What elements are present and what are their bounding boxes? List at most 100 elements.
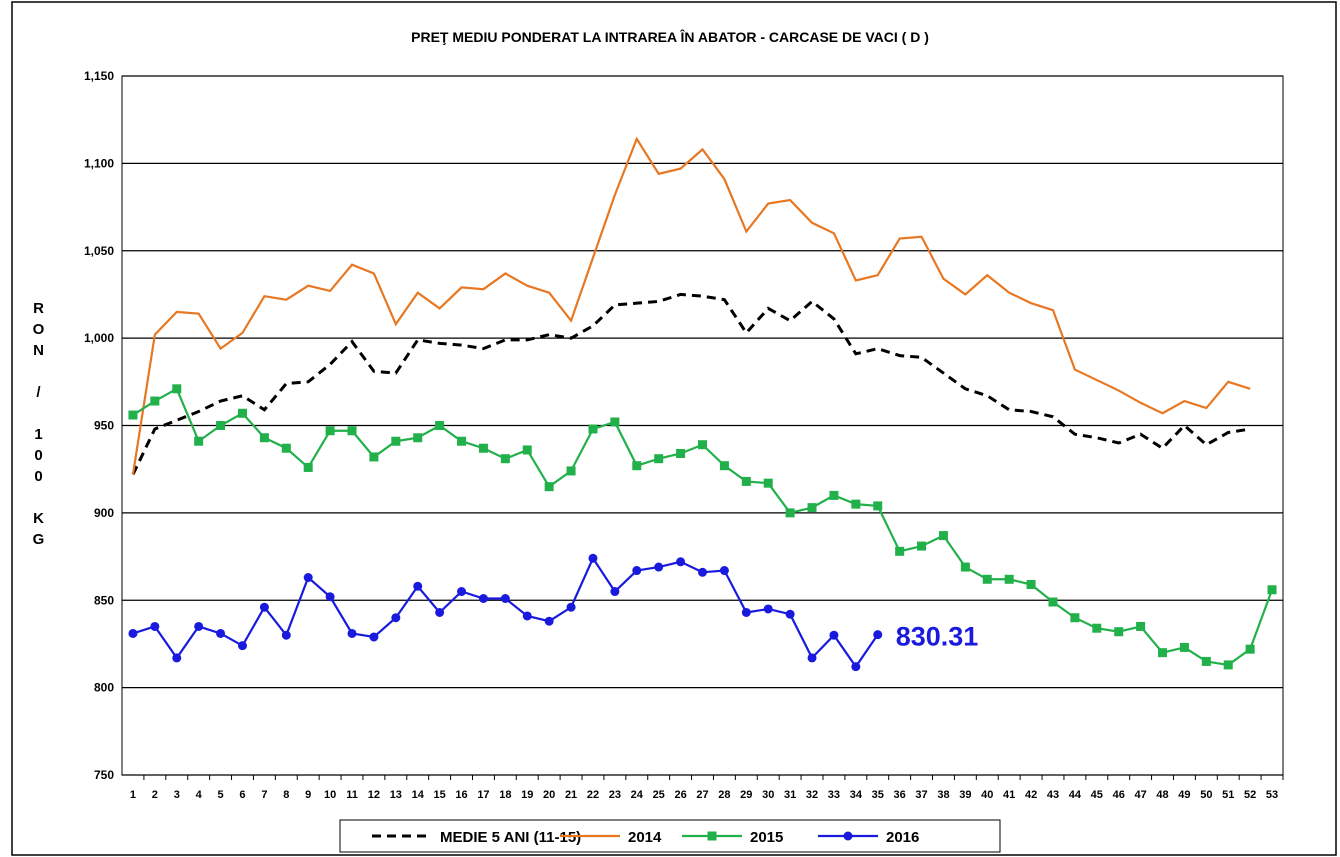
marker — [719, 566, 729, 576]
x-tick-label: 45 — [1091, 789, 1103, 801]
marker — [938, 531, 948, 541]
x-tick-label: 32 — [806, 789, 818, 801]
marker — [325, 426, 335, 436]
marker — [369, 452, 379, 462]
chart-title: PREŢ MEDIU PONDERAT LA INTRAREA ÎN ABATO… — [411, 28, 929, 45]
marker — [522, 445, 532, 455]
x-tick-label: 17 — [477, 789, 489, 801]
marker — [698, 440, 707, 450]
marker — [851, 662, 861, 672]
marker — [194, 621, 204, 631]
marker — [325, 592, 335, 602]
marker — [1223, 660, 1233, 670]
legend-label: 2016 — [886, 829, 919, 846]
marker — [435, 421, 445, 430]
marker — [960, 562, 970, 572]
marker — [391, 613, 401, 623]
x-tick-label: 23 — [609, 789, 621, 801]
x-tick-label: 39 — [959, 789, 971, 801]
marker — [369, 632, 379, 642]
x-tick-label: 13 — [390, 789, 402, 801]
marker — [347, 426, 357, 436]
marker — [807, 653, 817, 663]
series-line — [131, 292, 1251, 476]
legend-label: 2014 — [628, 829, 662, 846]
marker — [172, 653, 182, 663]
x-tick-label: 47 — [1134, 789, 1146, 801]
marker — [150, 621, 160, 631]
x-tick-label: 6 — [239, 789, 245, 801]
y-tick-label: 750 — [94, 768, 114, 782]
y-tick-label: 850 — [94, 593, 114, 607]
y-tick-label: 1,000 — [84, 331, 114, 345]
x-tick-label: 26 — [674, 789, 686, 801]
marker — [588, 553, 598, 563]
marker — [500, 454, 510, 464]
x-tick-label: 7 — [261, 789, 267, 801]
marker — [457, 587, 467, 597]
marker — [259, 602, 269, 612]
x-tick-label: 48 — [1156, 789, 1168, 801]
x-tick-label: 29 — [740, 789, 752, 801]
x-tick-label: 2 — [152, 789, 158, 801]
x-tick-label: 8 — [283, 789, 289, 801]
marker — [128, 410, 138, 420]
marker — [588, 424, 598, 434]
marker — [1070, 613, 1080, 623]
series-line — [132, 387, 1274, 667]
marker — [873, 501, 883, 511]
marker — [500, 594, 510, 604]
marker — [785, 508, 795, 518]
marker — [522, 611, 532, 621]
legend-label: MEDIE 5 ANI (11-15) — [440, 829, 581, 846]
x-tick-label: 5 — [218, 789, 224, 801]
x-tick-label: 37 — [915, 789, 927, 801]
marker — [1048, 597, 1058, 607]
x-tick-label: 42 — [1025, 789, 1037, 801]
x-tick-label: 27 — [696, 789, 708, 801]
x-tick-label: 28 — [718, 789, 730, 801]
x-tick-label: 15 — [434, 789, 446, 801]
x-tick-label: 49 — [1178, 789, 1190, 801]
x-tick-label: 51 — [1222, 789, 1234, 801]
x-tick-label: 20 — [543, 789, 555, 801]
x-tick-label: 40 — [981, 789, 993, 801]
y-tick-label: 800 — [94, 681, 114, 695]
x-tick-label: 25 — [653, 789, 665, 801]
marker — [303, 462, 313, 472]
marker — [917, 541, 927, 551]
marker — [698, 567, 707, 577]
marker — [237, 641, 247, 651]
x-tick-label: 36 — [894, 789, 906, 801]
y-axis-label: RON / 100 KG — [30, 300, 47, 552]
marker — [347, 628, 357, 638]
marker — [216, 421, 226, 430]
marker — [610, 417, 620, 427]
marker — [281, 443, 291, 453]
marker — [676, 448, 686, 458]
x-tick-label: 22 — [587, 789, 599, 801]
x-tick-label: 18 — [499, 789, 511, 801]
x-tick-label: 1 — [130, 789, 136, 801]
x-tick-label: 38 — [937, 789, 949, 801]
marker — [1026, 580, 1036, 590]
marker — [413, 433, 423, 443]
x-tick-label: 53 — [1266, 789, 1278, 801]
marker — [763, 478, 773, 488]
x-tick-label: 10 — [324, 789, 336, 801]
marker — [676, 557, 686, 567]
marker — [1158, 648, 1168, 658]
x-tick-label: 41 — [1003, 789, 1015, 801]
marker — [391, 436, 401, 446]
marker — [1136, 621, 1146, 631]
marker — [259, 433, 269, 443]
x-tick-label: 11 — [346, 789, 358, 801]
x-tick-label: 34 — [850, 789, 863, 801]
marker — [851, 499, 861, 509]
marker — [1201, 656, 1211, 666]
x-tick-label: 19 — [521, 789, 533, 801]
marker — [566, 466, 576, 476]
marker — [150, 396, 160, 406]
marker — [1245, 644, 1255, 654]
